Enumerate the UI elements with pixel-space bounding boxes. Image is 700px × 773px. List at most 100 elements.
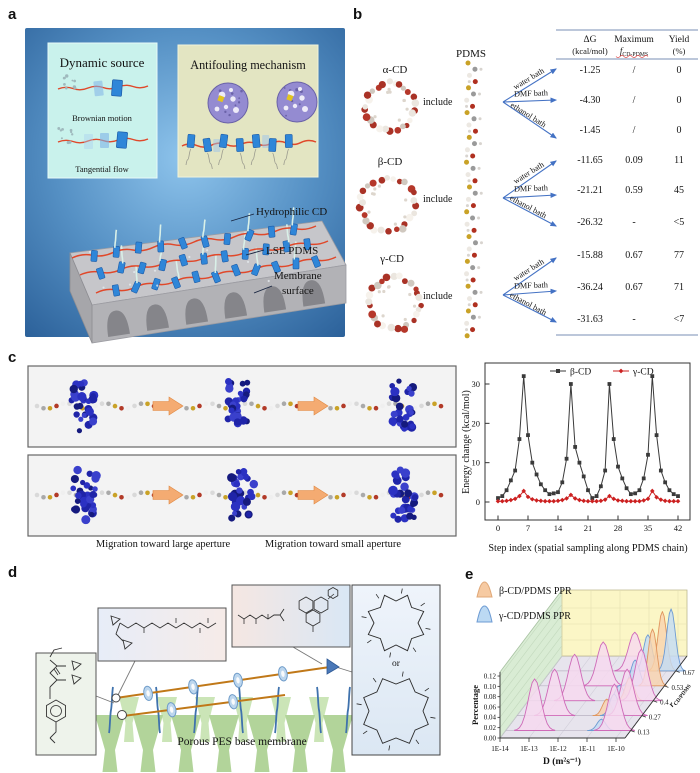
panel-label-b: b <box>353 6 363 23</box>
porous-pes-label: Porous PES base membrane <box>177 736 306 748</box>
cell-dg: -11.65 <box>577 155 602 166</box>
panel-label-e: e <box>465 566 474 583</box>
annotation-line-pdms <box>245 249 265 256</box>
annotation-line-membrane <box>253 285 273 294</box>
svg-text:0.02: 0.02 <box>484 724 497 732</box>
results-table: ΔG (kcal/mol) Maximum fCD-PDMS Yield (%)… <box>556 29 698 336</box>
antifouling-title: Antifouling mechanism <box>190 58 306 72</box>
pdms-label: PDMS <box>456 48 486 60</box>
cell-yield: <5 <box>674 217 685 228</box>
header-maximum: Maximum <box>614 35 654 45</box>
caption-large-aperture: Migration toward large aperture <box>96 539 231 550</box>
legend-gamma-label: γ-CD/PDMS PPR <box>498 611 571 622</box>
ridgeline-3d-chart: 1E-14 1E-13 1E-12 1E-11 1E-10 D (m²s⁻¹) 0.00 0.… <box>470 588 695 767</box>
cell-fmax: 0.59 <box>625 185 643 196</box>
svg-text:0.13: 0.13 <box>638 730 650 737</box>
cell-dg: -1.25 <box>580 65 601 76</box>
svg-text:Percentage: Percentage <box>470 685 480 725</box>
cell-yield: <7 <box>674 314 685 325</box>
panel-c-simulation: Migration toward large aperture Migratio… <box>27 362 691 554</box>
monomer-structure-box <box>35 652 97 756</box>
svg-text:0.27: 0.27 <box>649 715 661 722</box>
svg-text:D (m²s⁻¹): D (m²s⁻¹) <box>543 756 581 767</box>
cell-dg: -15.88 <box>577 250 603 261</box>
alpha-cd-label: α-CD <box>383 64 408 76</box>
svg-text:10: 10 <box>472 458 481 468</box>
svg-text:20: 20 <box>472 418 481 428</box>
cell-yield: 71 <box>674 282 684 293</box>
linker-structure-box <box>97 607 227 662</box>
md-snapshots <box>34 377 444 525</box>
bath-label-water-3: water bath <box>512 257 546 283</box>
svg-text:0: 0 <box>496 523 500 533</box>
svg-text:0.53: 0.53 <box>671 685 683 692</box>
bath-label-ethanol-1: ethanol bath <box>509 100 548 129</box>
energy-change-chart: 0 7 14 21 28 35 42 0 10 20 30 β-CD γ-CD <box>472 362 691 533</box>
svg-text:35: 35 <box>644 523 653 533</box>
spellcheck-squiggle <box>615 55 649 58</box>
cell-dg: -1.45 <box>580 125 601 136</box>
svg-text:0.04: 0.04 <box>484 714 497 722</box>
caption-small-aperture: Migration toward small aperture <box>265 539 402 550</box>
cell-fmax: 0.67 <box>625 282 643 293</box>
cell-yield: 0 <box>677 95 682 106</box>
annotation-line-cd <box>230 213 255 222</box>
svg-text:0.08: 0.08 <box>484 693 497 701</box>
legend-beta-label: β-CD/PDMS PPR <box>499 586 572 597</box>
cd-and-pdms-molecules <box>355 60 483 339</box>
bath-label-water-2: water bath <box>512 160 546 186</box>
gamma-peak-legend-icon <box>476 605 493 623</box>
beta-cd-label: β-CD <box>378 156 403 168</box>
panel-e-3d-distribution: 1E-14 1E-13 1E-12 1E-11 1E-10 D (m²s⁻¹) 0.00 0.… <box>470 581 695 767</box>
svg-text:1E-11: 1E-11 <box>578 745 596 753</box>
cyclodextrin-structure-box <box>351 584 441 756</box>
table-body: -1.25 / 0 -4.30 / 0 -1.45 / 0 -11.65 0.09 11 -21… <box>577 65 684 325</box>
cell-fmax: / <box>633 95 636 106</box>
bath-label-ethanol-3: ethanol bath <box>508 290 548 317</box>
cell-dg: -4.30 <box>580 95 601 106</box>
svg-text:42: 42 <box>674 523 683 533</box>
cell-yield: 0 <box>677 125 682 136</box>
svg-text:1E-14: 1E-14 <box>491 745 509 753</box>
svg-text:1E-13: 1E-13 <box>520 745 538 753</box>
brownian-motion-label: Brownian motion <box>72 113 132 123</box>
svg-text:30: 30 <box>472 379 481 389</box>
header-fcdpdms: fCD-PDMS <box>620 46 648 58</box>
bath-labels: water bath DMF bath ethanol bath water b… <box>508 66 548 317</box>
cell-fmax: / <box>633 125 636 136</box>
energy-xlabel: Step index (spatial sampling along PDMS … <box>488 543 687 554</box>
panel-a-schematic: Dynamic source Brownian motion Tangentia… <box>25 28 347 344</box>
include-label-beta: include <box>423 194 453 205</box>
cell-yield: 11 <box>674 155 684 166</box>
panel-label-d: d <box>8 564 18 581</box>
header-yield: Yield <box>669 35 690 45</box>
panel-a-illustrations <box>57 74 347 344</box>
svg-text:7: 7 <box>526 523 530 533</box>
svg-text:0: 0 <box>476 497 480 507</box>
dynamic-source-box <box>47 42 158 179</box>
hydrophilic-cd-label: Hydrophilic CD <box>256 206 327 218</box>
svg-text:1E-10: 1E-10 <box>607 745 625 753</box>
svg-text:0.12: 0.12 <box>484 672 497 680</box>
cell-fmax: 0.09 <box>625 155 643 166</box>
chemical-sketches <box>46 587 436 751</box>
panel-d-membrane-chemistry: or Porous PES base membrane <box>35 584 441 772</box>
svg-text:β-CD: β-CD <box>570 368 591 378</box>
beta-peak-legend-icon <box>476 581 493 598</box>
header-dg-units: (kcal/mol) <box>572 46 608 56</box>
svg-text:0.67: 0.67 <box>683 670 695 677</box>
panel-label-a: a <box>8 6 17 23</box>
bath-label-dmf-2: DMF bath <box>514 183 548 193</box>
svg-text:14: 14 <box>554 523 563 533</box>
svg-text:γ-CD: γ-CD <box>632 368 654 378</box>
svg-text:28: 28 <box>614 523 623 533</box>
cell-yield: 45 <box>674 185 684 196</box>
membrane-surface-label-line1: Membrane <box>274 270 322 282</box>
svg-text:0.10: 0.10 <box>484 683 497 691</box>
bath-label-ethanol-2: ethanol bath <box>508 193 548 220</box>
energy-ylabel: Energy change (kcal/mol) <box>461 390 472 494</box>
dye-structure-box <box>231 584 351 648</box>
header-yield-units: (%) <box>673 46 686 56</box>
bath-arrows <box>502 68 558 323</box>
